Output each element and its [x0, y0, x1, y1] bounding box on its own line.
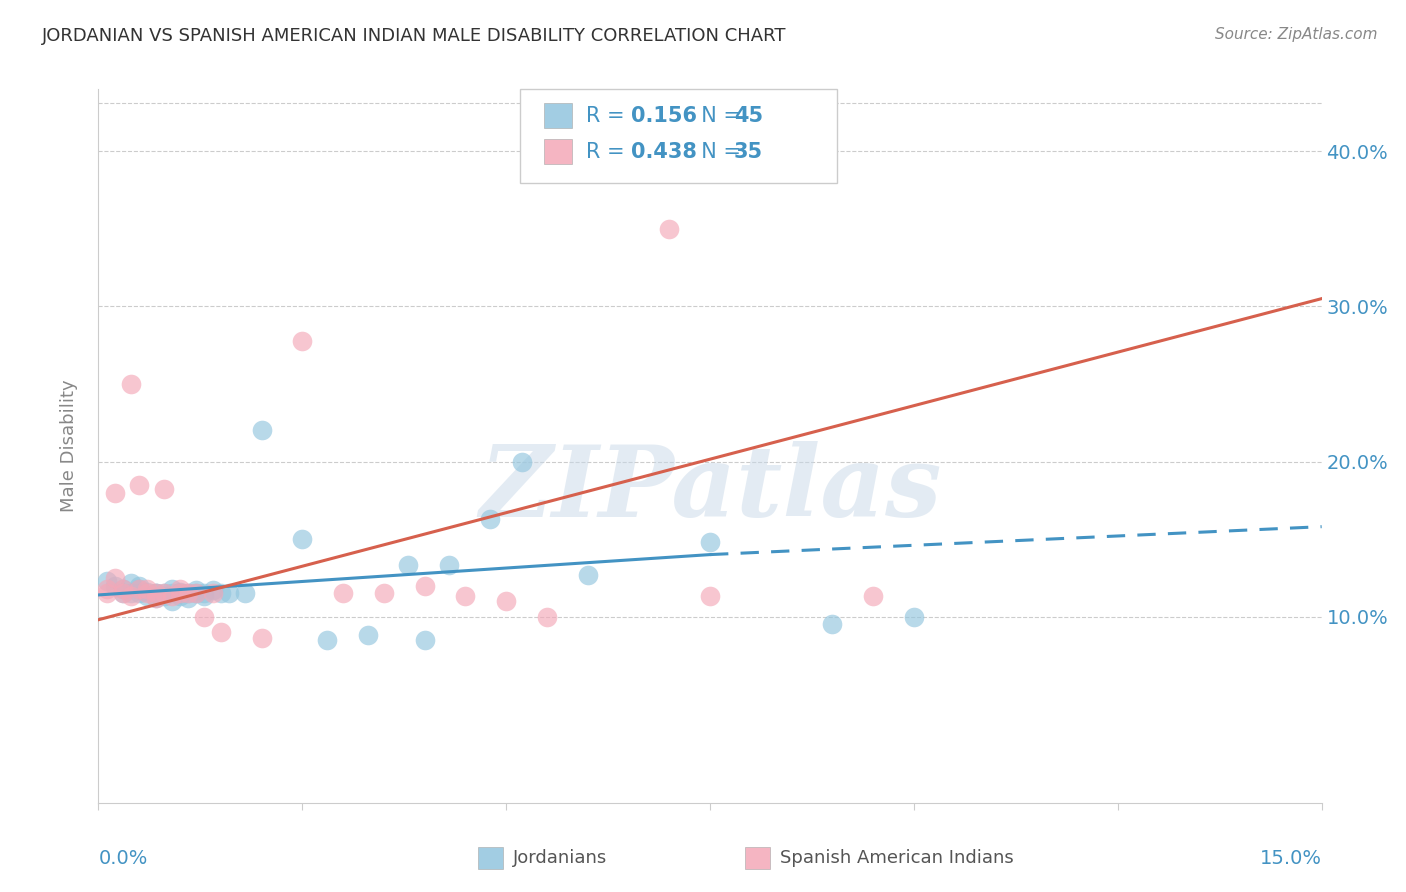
- Point: [169, 582, 191, 596]
- Point: [104, 485, 127, 500]
- Point: [186, 586, 208, 600]
- Point: [250, 424, 273, 438]
- Point: [145, 586, 167, 600]
- Text: Source: ZipAtlas.com: Source: ZipAtlas.com: [1215, 27, 1378, 42]
- Point: [512, 454, 534, 468]
- Point: [903, 609, 925, 624]
- Point: [437, 558, 460, 573]
- Point: [160, 586, 183, 600]
- Point: [218, 586, 240, 600]
- Point: [96, 586, 118, 600]
- Point: [201, 583, 224, 598]
- Point: [152, 483, 174, 497]
- Point: [291, 334, 314, 348]
- Text: 0.156: 0.156: [631, 106, 697, 126]
- Point: [193, 586, 215, 600]
- Point: [413, 632, 436, 647]
- Point: [152, 586, 174, 600]
- Point: [104, 571, 127, 585]
- Point: [201, 586, 224, 600]
- Point: [291, 532, 314, 546]
- Point: [136, 590, 159, 604]
- Point: [315, 632, 337, 647]
- Point: [136, 584, 159, 599]
- Point: [495, 594, 517, 608]
- Point: [658, 222, 681, 236]
- Text: 15.0%: 15.0%: [1260, 849, 1322, 868]
- Point: [152, 590, 174, 604]
- Point: [96, 574, 118, 588]
- Point: [186, 583, 208, 598]
- Text: 45: 45: [734, 106, 763, 126]
- Text: Jordanians: Jordanians: [513, 849, 607, 867]
- Text: 0.0%: 0.0%: [98, 849, 148, 868]
- Point: [233, 586, 256, 600]
- Point: [169, 584, 191, 599]
- Point: [169, 586, 191, 600]
- Point: [193, 609, 215, 624]
- Point: [186, 586, 208, 600]
- Point: [396, 558, 419, 573]
- Point: [111, 582, 134, 596]
- Text: ZIPatlas: ZIPatlas: [479, 441, 941, 537]
- Point: [128, 586, 150, 600]
- Text: R =: R =: [586, 142, 631, 161]
- Point: [111, 586, 134, 600]
- Point: [699, 590, 721, 604]
- Point: [478, 512, 501, 526]
- Point: [160, 594, 183, 608]
- Point: [120, 376, 142, 391]
- Point: [128, 477, 150, 491]
- Point: [111, 582, 134, 596]
- Point: [209, 625, 232, 640]
- Point: [145, 586, 167, 600]
- Point: [356, 628, 378, 642]
- Text: R =: R =: [586, 106, 631, 126]
- Text: Spanish American Indians: Spanish American Indians: [780, 849, 1014, 867]
- Point: [128, 582, 150, 596]
- Point: [120, 586, 142, 600]
- Point: [699, 535, 721, 549]
- Point: [576, 567, 599, 582]
- Point: [120, 590, 142, 604]
- Point: [250, 632, 273, 646]
- Point: [177, 586, 200, 600]
- Point: [536, 609, 558, 624]
- Point: [160, 590, 183, 604]
- Y-axis label: Male Disability: Male Disability: [59, 380, 77, 512]
- Point: [160, 582, 183, 596]
- Point: [209, 586, 232, 600]
- Point: [413, 579, 436, 593]
- Point: [96, 582, 118, 596]
- Point: [332, 586, 354, 600]
- Point: [177, 591, 200, 605]
- Point: [128, 582, 150, 596]
- Point: [169, 590, 191, 604]
- Point: [145, 586, 167, 600]
- Point: [821, 617, 844, 632]
- Point: [136, 582, 159, 596]
- Point: [128, 579, 150, 593]
- Point: [373, 586, 395, 600]
- Point: [177, 586, 200, 600]
- Point: [169, 586, 191, 600]
- Text: N =: N =: [688, 142, 747, 161]
- Point: [152, 586, 174, 600]
- Text: 0.438: 0.438: [631, 142, 697, 161]
- Point: [454, 590, 477, 604]
- Text: N =: N =: [688, 106, 747, 126]
- Point: [862, 590, 884, 604]
- Point: [193, 590, 215, 604]
- Point: [145, 591, 167, 605]
- Point: [111, 586, 134, 600]
- Point: [104, 579, 127, 593]
- Point: [145, 591, 167, 605]
- Point: [136, 586, 159, 600]
- Point: [120, 575, 142, 590]
- Text: JORDANIAN VS SPANISH AMERICAN INDIAN MALE DISABILITY CORRELATION CHART: JORDANIAN VS SPANISH AMERICAN INDIAN MAL…: [42, 27, 787, 45]
- Text: 35: 35: [734, 142, 763, 161]
